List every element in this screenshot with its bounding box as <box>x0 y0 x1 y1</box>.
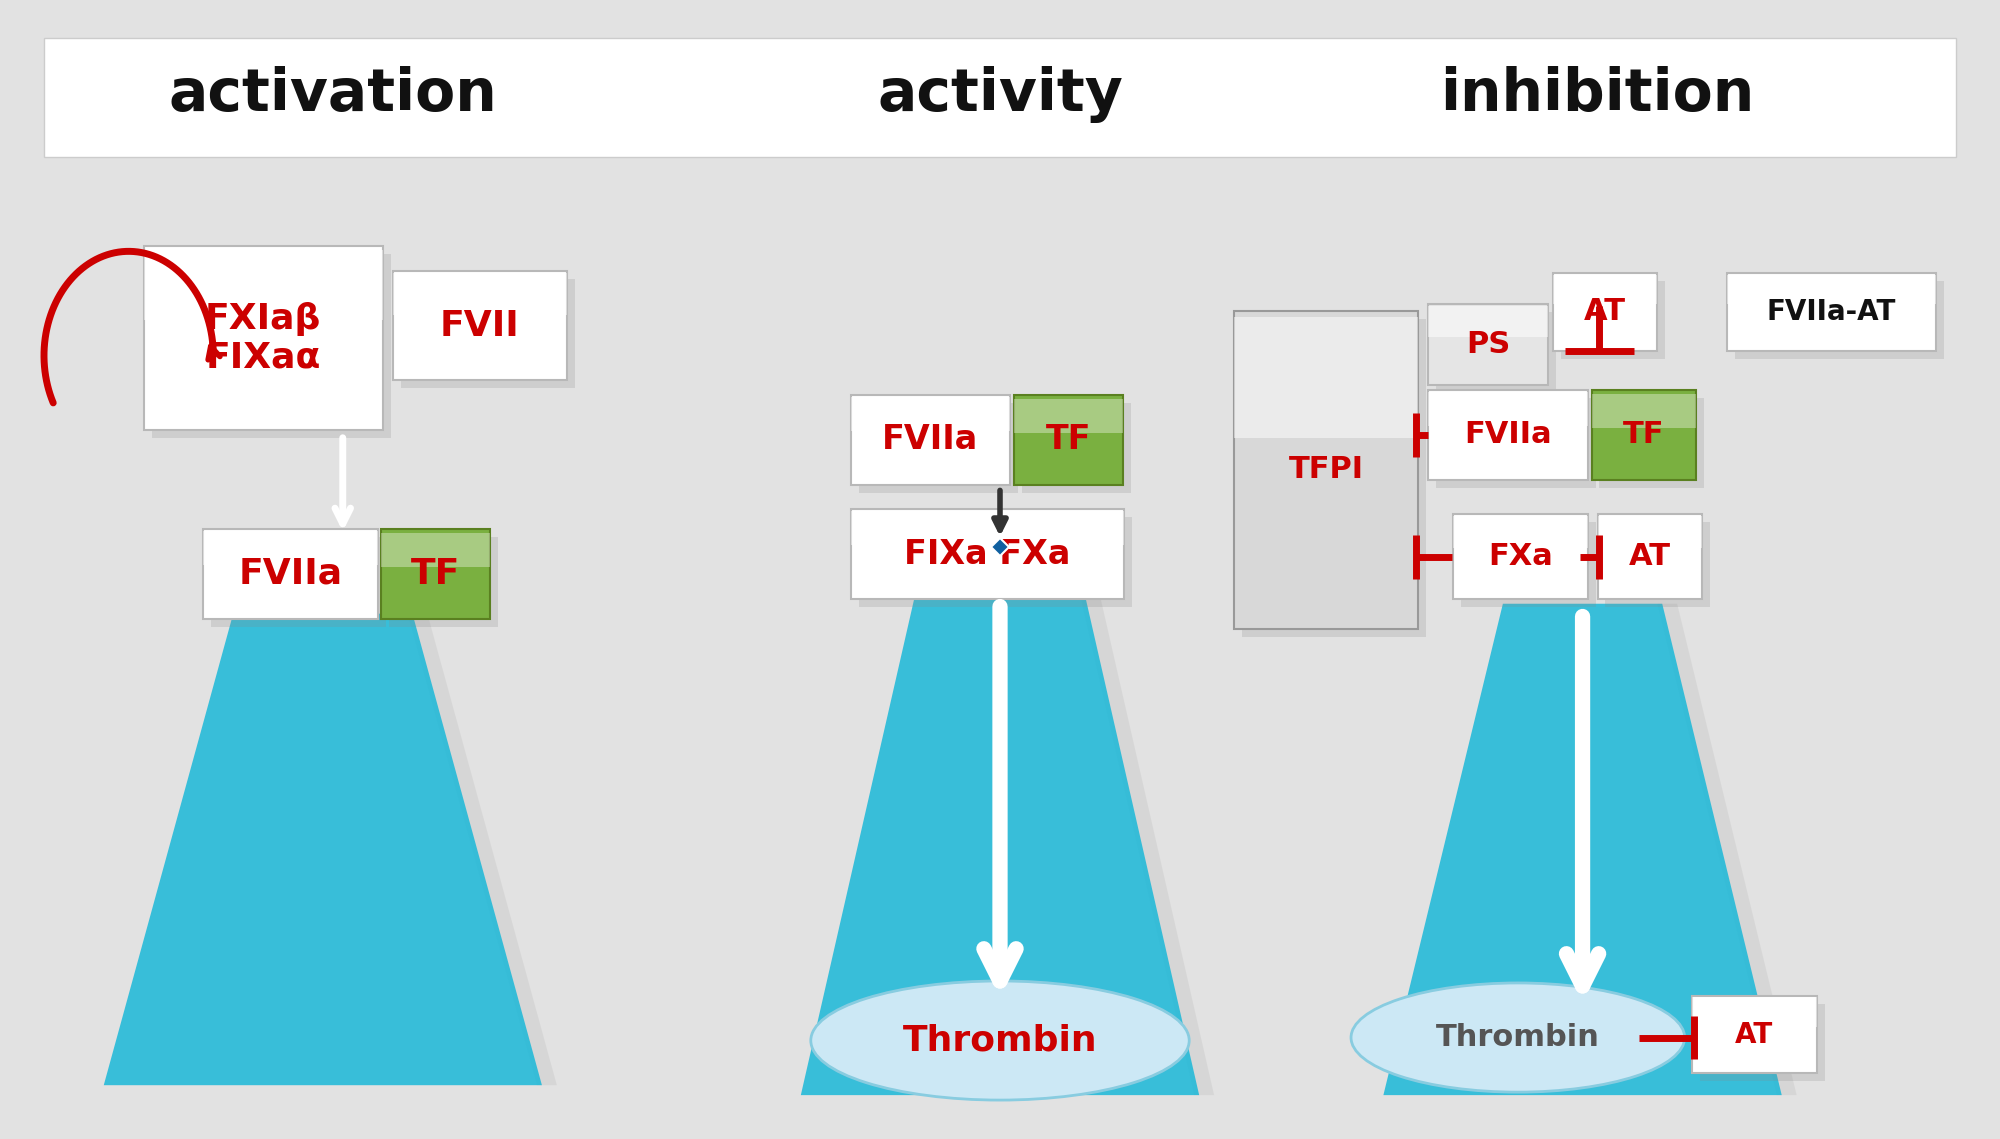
Text: TF: TF <box>410 557 460 591</box>
Polygon shape <box>104 614 542 1085</box>
Ellipse shape <box>810 981 1190 1100</box>
Text: AT: AT <box>1736 1021 1774 1049</box>
FancyBboxPatch shape <box>850 395 1010 484</box>
Text: TFPI: TFPI <box>1288 456 1364 484</box>
FancyBboxPatch shape <box>1454 515 1588 599</box>
FancyBboxPatch shape <box>858 517 1132 607</box>
FancyBboxPatch shape <box>204 530 378 618</box>
FancyBboxPatch shape <box>1428 304 1548 385</box>
Text: FIXa FXa: FIXa FXa <box>904 538 1070 571</box>
Text: Thrombin: Thrombin <box>902 1024 1098 1057</box>
FancyBboxPatch shape <box>1560 281 1666 359</box>
FancyBboxPatch shape <box>400 279 574 388</box>
FancyBboxPatch shape <box>1700 1003 1824 1081</box>
Text: FVIIa: FVIIa <box>1464 420 1552 450</box>
FancyBboxPatch shape <box>1734 281 1944 359</box>
FancyBboxPatch shape <box>1436 312 1556 393</box>
FancyBboxPatch shape <box>1592 394 1696 428</box>
FancyBboxPatch shape <box>1692 995 1816 1073</box>
FancyBboxPatch shape <box>1592 391 1696 480</box>
Polygon shape <box>408 614 556 1085</box>
Text: inhibition: inhibition <box>1440 66 1754 123</box>
Text: activation: activation <box>168 66 498 123</box>
Text: FVII: FVII <box>440 309 520 343</box>
Text: Thrombin: Thrombin <box>1436 1023 1600 1052</box>
Text: activity: activity <box>878 66 1122 123</box>
FancyBboxPatch shape <box>1014 395 1124 484</box>
FancyBboxPatch shape <box>44 38 1956 157</box>
Ellipse shape <box>1352 983 1684 1092</box>
Text: FVIIa-AT: FVIIa-AT <box>1766 298 1896 326</box>
FancyBboxPatch shape <box>1234 318 1418 439</box>
FancyBboxPatch shape <box>1606 523 1710 607</box>
FancyBboxPatch shape <box>1428 392 1588 426</box>
FancyBboxPatch shape <box>1552 274 1658 304</box>
Text: FXIaβ
FIXaα: FXIaβ FIXaα <box>204 302 322 375</box>
FancyBboxPatch shape <box>1242 319 1426 637</box>
FancyBboxPatch shape <box>858 403 1018 492</box>
FancyBboxPatch shape <box>1598 516 1702 548</box>
Polygon shape <box>800 593 1200 1095</box>
Text: TF: TF <box>1046 424 1092 457</box>
Polygon shape <box>1658 604 1796 1095</box>
FancyBboxPatch shape <box>388 538 498 626</box>
FancyBboxPatch shape <box>380 530 490 618</box>
FancyBboxPatch shape <box>1022 403 1132 492</box>
FancyBboxPatch shape <box>392 271 566 380</box>
FancyBboxPatch shape <box>850 509 1124 599</box>
FancyBboxPatch shape <box>152 254 390 439</box>
Text: FVIIa: FVIIa <box>882 424 978 457</box>
FancyBboxPatch shape <box>1598 515 1702 599</box>
FancyBboxPatch shape <box>1552 273 1658 351</box>
FancyBboxPatch shape <box>1014 399 1124 433</box>
Polygon shape <box>1384 604 1782 1095</box>
Polygon shape <box>1080 593 1214 1095</box>
FancyBboxPatch shape <box>1436 399 1596 487</box>
FancyBboxPatch shape <box>1454 516 1588 548</box>
FancyBboxPatch shape <box>380 533 490 567</box>
FancyBboxPatch shape <box>1692 998 1816 1027</box>
FancyBboxPatch shape <box>1428 305 1548 336</box>
Text: TF: TF <box>1624 420 1664 450</box>
FancyBboxPatch shape <box>212 538 386 626</box>
FancyBboxPatch shape <box>1726 274 1936 304</box>
FancyBboxPatch shape <box>392 273 566 314</box>
FancyBboxPatch shape <box>144 251 382 320</box>
Text: PS: PS <box>1466 330 1510 359</box>
FancyBboxPatch shape <box>204 531 378 565</box>
FancyBboxPatch shape <box>144 246 382 431</box>
FancyBboxPatch shape <box>1234 311 1418 629</box>
Text: AT: AT <box>1584 297 1626 327</box>
FancyBboxPatch shape <box>1600 399 1704 487</box>
Text: FVIIa: FVIIa <box>238 557 342 591</box>
FancyBboxPatch shape <box>850 511 1124 546</box>
Text: FXa: FXa <box>1488 542 1552 571</box>
FancyBboxPatch shape <box>1428 391 1588 480</box>
FancyBboxPatch shape <box>1462 523 1596 607</box>
FancyBboxPatch shape <box>850 398 1010 431</box>
Text: AT: AT <box>1628 542 1670 571</box>
FancyBboxPatch shape <box>1726 273 1936 351</box>
